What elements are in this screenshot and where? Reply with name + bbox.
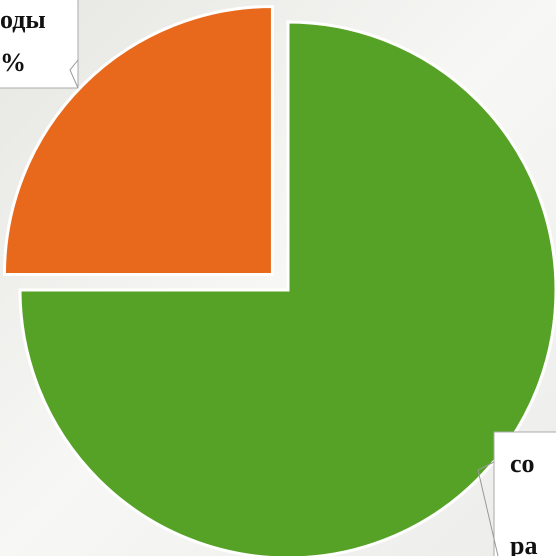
pie-slice (18, 20, 556, 556)
slice-label: со (510, 449, 535, 478)
pie-slice (2, 4, 274, 276)
label-box (493, 431, 556, 556)
callout-line (69, 59, 79, 89)
pie (2, 4, 556, 556)
slice-label: ра (510, 531, 537, 556)
callout-line (477, 461, 499, 556)
slice-label: оды (0, 5, 46, 34)
label-box (0, 0, 79, 89)
slice-label: % (0, 48, 26, 77)
